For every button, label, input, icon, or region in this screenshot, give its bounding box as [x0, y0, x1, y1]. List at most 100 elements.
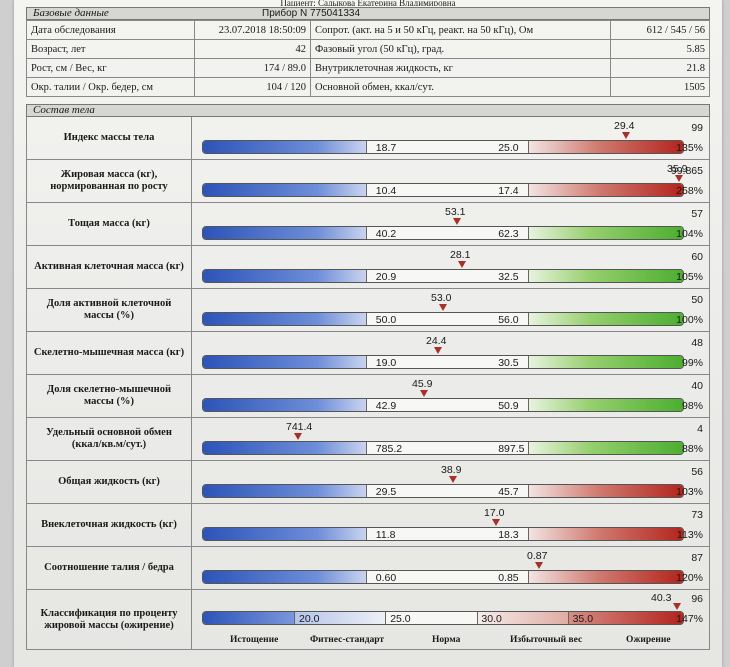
- metric-gauge-area: 38.9 29.5 45.7 56 103%: [192, 461, 709, 503]
- metric-label: Тощая масса (кг): [27, 203, 192, 245]
- bar-low-segment: [203, 399, 367, 411]
- bar-normal-segment: [366, 528, 530, 540]
- range-high-tick: 50.9: [498, 400, 519, 412]
- metric-gauge-area: 29.4 18.7 25.0 99 135%: [192, 117, 709, 159]
- metric-percent: 100%: [676, 314, 703, 326]
- metric-value: 28.1: [450, 249, 471, 261]
- metric-label: Соотношение талия / бедра: [27, 547, 192, 589]
- classification-index: 96: [691, 593, 703, 605]
- bar-normal-segment: [366, 442, 530, 454]
- bar-high-segment: [529, 528, 683, 540]
- range-low-tick: 785.2: [375, 443, 403, 455]
- metric-index: 57: [691, 208, 703, 220]
- metric-gauge-area: 17.0 11.8 18.3 73 113%: [192, 504, 709, 546]
- range-low-tick: 10.4: [375, 185, 397, 197]
- metric-percent: 135%: [676, 142, 703, 154]
- range-high-tick: 32.5: [498, 271, 519, 283]
- range-low-tick: 42.9: [375, 400, 397, 412]
- height-weight-label: Рост, см / Вес, кг: [26, 58, 195, 78]
- bar-low-segment: [203, 141, 367, 153]
- metric-label: Жировая масса (кг), нормированная по рос…: [27, 160, 192, 202]
- metric-label: Активная клеточная масса (кг): [27, 246, 192, 288]
- bar-low-segment: [203, 184, 367, 196]
- value-marker-icon: [294, 433, 302, 440]
- classification-bar: 20.0 25.0 30.0 35.0: [202, 611, 684, 625]
- range-bar: 0.60 0.85: [202, 570, 684, 584]
- range-bar: 40.2 62.3: [202, 226, 684, 240]
- class-tick: 30.0: [481, 613, 502, 625]
- metric-index: 60: [691, 251, 703, 263]
- metric-value: 741.4: [286, 421, 313, 433]
- metric-label: Доля скелетно-мышечной массы (%): [27, 375, 192, 417]
- metric-row: Скелетно-мышечная масса (кг) 24.4 19.0 3…: [26, 332, 710, 375]
- bar-high-segment: [529, 356, 683, 368]
- range-high-tick: 18.3: [498, 529, 519, 541]
- bar-low-segment: [203, 356, 367, 368]
- metric-gauge-area: 53.1 40.2 62.3 57 104%: [192, 203, 709, 245]
- bar-normal-segment: [366, 270, 530, 282]
- category-label: Избыточный вес: [510, 635, 583, 645]
- metric-row: Общая жидкость (кг) 38.9 29.5 45.7 56 10…: [26, 461, 710, 504]
- range-bar: 50.0 56.0: [202, 312, 684, 326]
- metric-label: Скелетно-мышечная масса (кг): [27, 332, 192, 374]
- bar-high-segment: [529, 227, 683, 239]
- waist-hip-label: Окр. талии / Окр. бедер, см: [26, 77, 195, 97]
- value-marker-icon: [535, 562, 543, 569]
- composition-rows: Индекс массы тела 29.4 18.7 25.0 99 135%…: [26, 117, 710, 650]
- waist-hip-value: 104 / 120: [194, 77, 311, 97]
- range-low-tick: 20.9: [375, 271, 397, 283]
- value-marker-icon: [675, 175, 683, 182]
- metric-percent: 99%: [681, 357, 703, 369]
- metric-gauge-area: 741.4 785.2 897.5 4 88%: [192, 418, 709, 460]
- metric-index: 4: [697, 423, 703, 435]
- bar-normal-segment: [366, 571, 530, 583]
- metric-label: Общая жидкость (кг): [27, 461, 192, 503]
- bar-low-segment: [203, 485, 367, 497]
- metric-value: 45.9: [412, 378, 433, 390]
- age-value: 42: [194, 39, 311, 59]
- bar-high-segment: [529, 485, 683, 497]
- category-label: Истощение: [230, 635, 279, 645]
- range-low-tick: 19.0: [375, 357, 397, 369]
- height-weight-value: 174 / 89.0: [194, 58, 311, 78]
- bar-low-segment: [203, 528, 367, 540]
- metric-row: Доля скелетно-мышечной массы (%) 45.9 42…: [26, 375, 710, 418]
- bar-high-segment: [529, 270, 683, 282]
- value-marker-icon: [420, 390, 428, 397]
- bar-high-segment: [529, 184, 683, 196]
- basic-data-header: Базовые данные Прибор N 775041334: [26, 7, 710, 20]
- metric-index: 87: [691, 552, 703, 564]
- category-label: Ожирение: [626, 635, 671, 645]
- range-high-tick: 17.4: [498, 185, 519, 197]
- range-bar: 42.9 50.9: [202, 398, 684, 412]
- metric-gauge-area: 24.4 19.0 30.5 48 99%: [192, 332, 709, 374]
- bar-normal-segment: [366, 141, 530, 153]
- range-low-tick: 40.2: [375, 228, 397, 240]
- bar-low-segment: [203, 442, 367, 454]
- metric-row: Активная клеточная масса (кг) 28.1 20.9 …: [26, 246, 710, 289]
- classification-categories: Истощение Фитнес-стандарт Норма Избыточн…: [192, 635, 709, 647]
- value-marker-icon: [622, 132, 630, 139]
- range-bar: 29.5 45.7: [202, 484, 684, 498]
- range-low-tick: 50.0: [375, 314, 397, 326]
- metric-percent: 113%: [676, 529, 703, 541]
- metric-index: 99: [691, 122, 703, 134]
- metric-row: Удельный основной обмен (ккал/кв.м/сут.)…: [26, 418, 710, 461]
- range-bar: 18.7 25.0: [202, 140, 684, 154]
- metric-value: 17.0: [484, 507, 505, 519]
- value-marker-icon: [439, 304, 447, 311]
- value-marker-icon: [492, 519, 500, 526]
- range-low-tick: 18.7: [375, 142, 397, 154]
- resistance-value: 612 / 545 / 56: [610, 20, 710, 40]
- metric-percent: 258%: [676, 185, 703, 197]
- metric-label: Доля активной клеточной массы (%): [27, 289, 192, 331]
- intracellular-water-value: 21.8: [610, 58, 710, 78]
- range-high-tick: 45.7: [498, 486, 519, 498]
- range-bar: 785.2 897.5: [202, 441, 684, 455]
- metric-index: 48: [691, 337, 703, 349]
- metric-row: Индекс массы тела 29.4 18.7 25.0 99 135%: [26, 117, 710, 160]
- class-tick: 25.0: [390, 613, 411, 625]
- bar-low-segment: [203, 571, 367, 583]
- range-low-tick: 29.5: [375, 486, 397, 498]
- bar-low-segment: [203, 313, 367, 325]
